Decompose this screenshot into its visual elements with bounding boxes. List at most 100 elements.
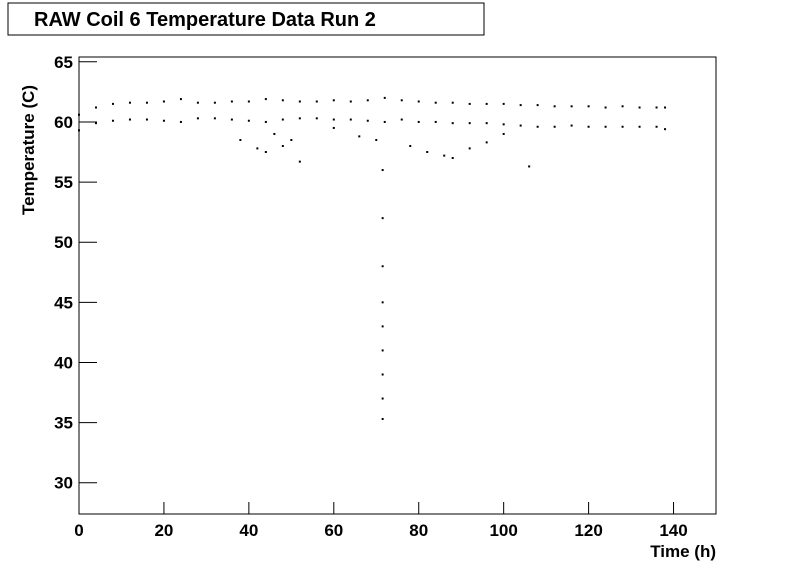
data-point (409, 144, 412, 147)
data-point (519, 124, 522, 127)
data-point (417, 100, 420, 103)
data-point (664, 106, 667, 109)
data-point (281, 99, 284, 102)
data-point (213, 101, 216, 104)
data-point (315, 117, 318, 120)
data-point (264, 151, 267, 154)
y-tick-label: 30 (54, 474, 73, 493)
data-point (381, 373, 384, 376)
data-point (332, 126, 335, 129)
data-point (536, 125, 539, 128)
data-point (162, 100, 165, 103)
data-point (281, 118, 284, 121)
data-point (587, 125, 590, 128)
data-point (451, 157, 454, 160)
data-point (381, 417, 384, 420)
y-tick-label: 60 (54, 113, 73, 132)
data-point (381, 325, 384, 328)
x-axis-label: Time (h) (650, 542, 716, 561)
data-point (298, 100, 301, 103)
data-point (451, 122, 454, 125)
x-tick-label: 80 (409, 521, 428, 540)
data-point (332, 99, 335, 102)
data-point (179, 120, 182, 123)
data-point (519, 104, 522, 107)
x-tick-label: 120 (574, 521, 602, 540)
data-point (400, 99, 403, 102)
data-point (553, 125, 556, 128)
y-tick-label: 50 (54, 233, 73, 252)
title-box (7, 2, 485, 36)
data-point (381, 265, 384, 268)
data-point (485, 122, 488, 125)
data-point (664, 128, 667, 131)
data-point (315, 100, 318, 103)
x-tick-label: 40 (239, 521, 258, 540)
data-point (247, 119, 250, 122)
y-tick-label: 55 (54, 173, 73, 192)
data-point (468, 147, 471, 150)
data-point (570, 124, 573, 127)
plot-frame (78, 56, 717, 515)
data-point (366, 119, 369, 122)
data-point (443, 154, 446, 157)
data-point (381, 169, 384, 172)
data-point (290, 138, 293, 141)
data-point (553, 105, 556, 108)
data-point (332, 118, 335, 121)
data-point (383, 120, 386, 123)
data-point (381, 349, 384, 352)
data-point (94, 106, 97, 109)
data-point (358, 135, 361, 138)
y-tick-label: 65 (54, 53, 73, 72)
data-point (94, 122, 97, 125)
data-point (128, 118, 131, 121)
data-point (434, 101, 437, 104)
data-point (638, 125, 641, 128)
data-point (264, 98, 267, 101)
data-point (247, 100, 250, 103)
data-point (502, 123, 505, 126)
data-point (536, 104, 539, 107)
data-point (281, 144, 284, 147)
data-point (381, 217, 384, 220)
data-point (655, 106, 658, 109)
y-tick-label: 45 (54, 293, 73, 312)
data-point (196, 101, 199, 104)
data-point (400, 118, 403, 121)
data-point (485, 102, 488, 105)
data-point (502, 132, 505, 135)
data-point (621, 105, 624, 108)
y-tick-label: 40 (54, 353, 73, 372)
data-point (273, 132, 276, 135)
y-axis-label: Temperature (C) (19, 85, 38, 215)
data-point (349, 118, 352, 121)
data-point (145, 118, 148, 121)
data-point (128, 101, 131, 104)
data-point (383, 96, 386, 99)
data-point (502, 102, 505, 105)
data-point (570, 105, 573, 108)
data-point (426, 151, 429, 154)
data-point (434, 120, 437, 123)
data-point (298, 160, 301, 163)
data-point (604, 125, 607, 128)
data-point (213, 117, 216, 120)
data-point (230, 100, 233, 103)
data-point (587, 105, 590, 108)
data-point (78, 113, 80, 116)
data-point (239, 138, 242, 141)
data-point (349, 100, 352, 103)
data-point (366, 99, 369, 102)
data-point (111, 119, 114, 122)
data-point (451, 101, 454, 104)
data-point (604, 106, 607, 109)
data-point (528, 165, 531, 168)
data-point (145, 101, 148, 104)
data-point (230, 118, 233, 121)
x-tick-label: 100 (489, 521, 517, 540)
x-tick-label: 0 (74, 521, 83, 540)
data-point (655, 125, 658, 128)
x-tick-label: 20 (154, 521, 173, 540)
